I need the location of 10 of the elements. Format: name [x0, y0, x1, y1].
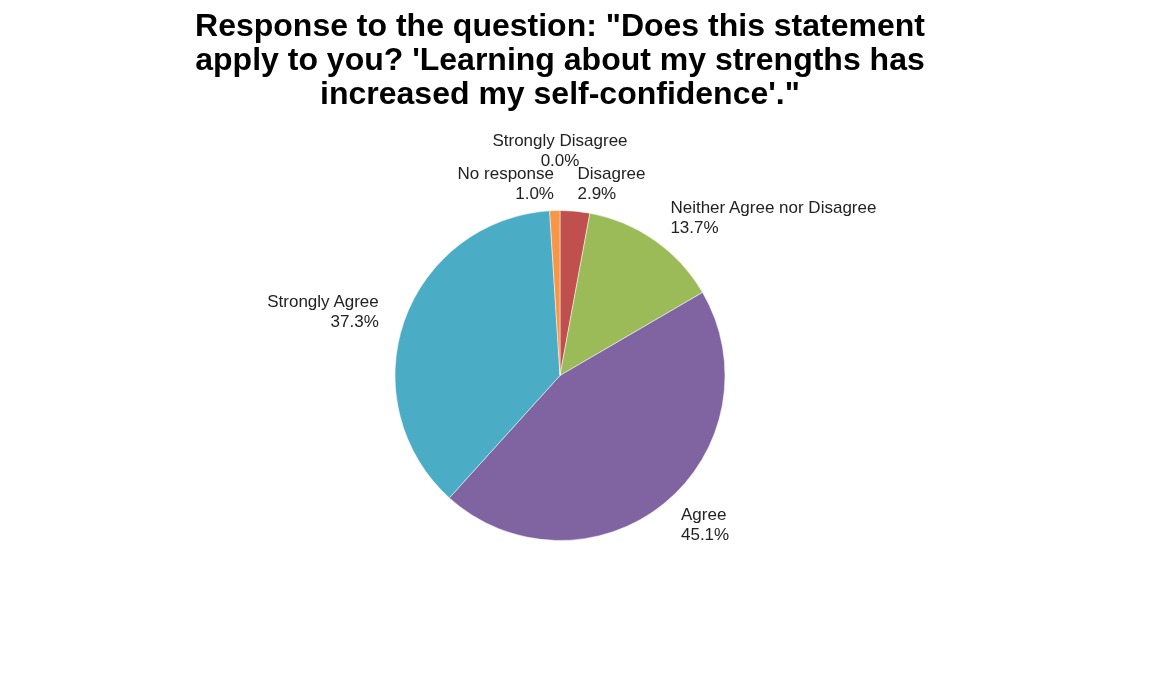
- data-label: 2.9%: [577, 184, 617, 204]
- data-label: 13.7%: [670, 218, 719, 238]
- data-label: 1.0%: [515, 183, 554, 203]
- slice-label: Strongly Agree: [267, 292, 379, 312]
- data-label: 45.1%: [680, 524, 730, 544]
- category-label: Strongly Disagree: [492, 130, 628, 150]
- chart-title: Response to the question: "Does this statement apply to you? 'Learning about my strengths has increased my self-confidence'.": [195, 7, 926, 111]
- slice-label: Agree: [680, 504, 727, 524]
- slice-label: Neither Agree nor Disagree: [670, 198, 877, 218]
- data-label: 37.3%: [330, 312, 379, 332]
